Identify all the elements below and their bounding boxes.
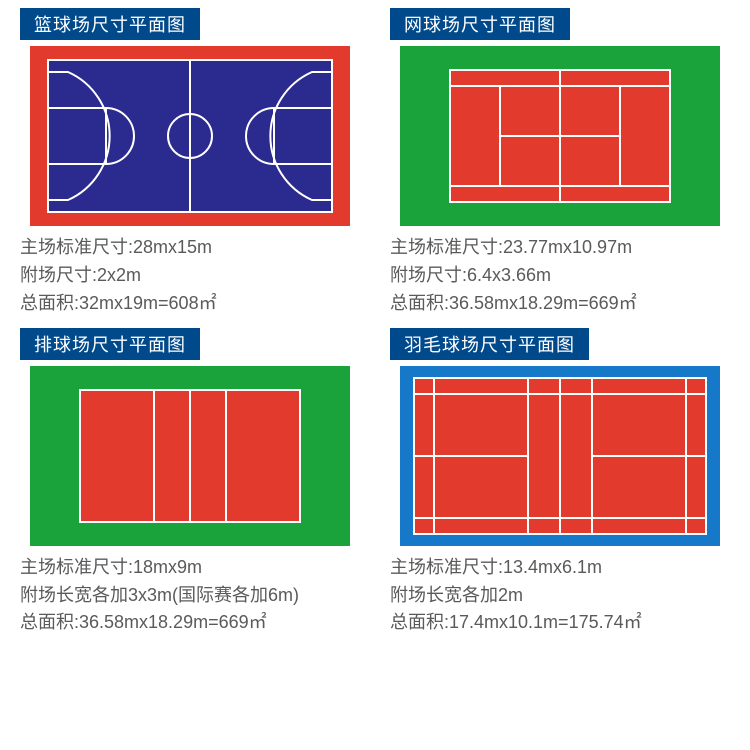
info-line: 总面积:17.4mx10.1m=175.74㎡: [390, 609, 730, 637]
badminton-court: [390, 366, 730, 546]
info-line: 总面积:36.58mx18.29m=669㎡: [20, 609, 360, 637]
basketball-title: 篮球场尺寸平面图: [20, 8, 200, 40]
badminton-info: 主场标准尺寸:13.4mx6.1m 附场长宽各加2m 总面积:17.4mx10.…: [390, 554, 730, 638]
volleyball-info: 主场标准尺寸:18mx9m 附场长宽各加3x3m(国际赛各加6m) 总面积:36…: [20, 554, 360, 638]
volleyball-court-diagram: [30, 366, 350, 546]
badminton-title: 羽毛球场尺寸平面图: [390, 328, 589, 360]
info-line: 主场标准尺寸:28mx15m: [20, 234, 360, 262]
info-line: 附场长宽各加3x3m(国际赛各加6m): [20, 582, 360, 610]
tennis-title: 网球场尺寸平面图: [390, 8, 570, 40]
volleyball-court: [20, 366, 360, 546]
tennis-court-diagram: [400, 46, 720, 226]
info-line: 主场标准尺寸:13.4mx6.1m: [390, 554, 730, 582]
tennis-info: 主场标准尺寸:23.77mx10.97m 附场尺寸:6.4x3.66m 总面积:…: [390, 234, 730, 318]
volleyball-panel: 排球场尺寸平面图 主场标准尺寸:18mx9m 附场长宽各加3x3m(国际赛各加6…: [20, 328, 360, 638]
badminton-court-diagram: [400, 366, 720, 546]
tennis-panel: 网球场尺寸平面图 主场标准尺寸:23.77mx10.97m 附场尺寸:6.4x3…: [390, 8, 730, 318]
basketball-info: 主场标准尺寸:28mx15m 附场尺寸:2x2m 总面积:32mx19m=608…: [20, 234, 360, 318]
basketball-court-diagram: [30, 46, 350, 226]
info-line: 总面积:36.58mx18.29m=669㎡: [390, 290, 730, 318]
badminton-panel: 羽毛球场尺寸平面图 主场: [390, 328, 730, 638]
info-line: 附场长宽各加2m: [390, 582, 730, 610]
tennis-court: [390, 46, 730, 226]
info-line: 总面积:32mx19m=608㎡: [20, 290, 360, 318]
basketball-panel: 篮球场尺寸平面图 主场标: [20, 8, 360, 318]
info-line: 主场标准尺寸:23.77mx10.97m: [390, 234, 730, 262]
volleyball-title: 排球场尺寸平面图: [20, 328, 200, 360]
info-line: 附场尺寸:6.4x3.66m: [390, 262, 730, 290]
info-line: 附场尺寸:2x2m: [20, 262, 360, 290]
info-line: 主场标准尺寸:18mx9m: [20, 554, 360, 582]
basketball-court: [20, 46, 360, 226]
